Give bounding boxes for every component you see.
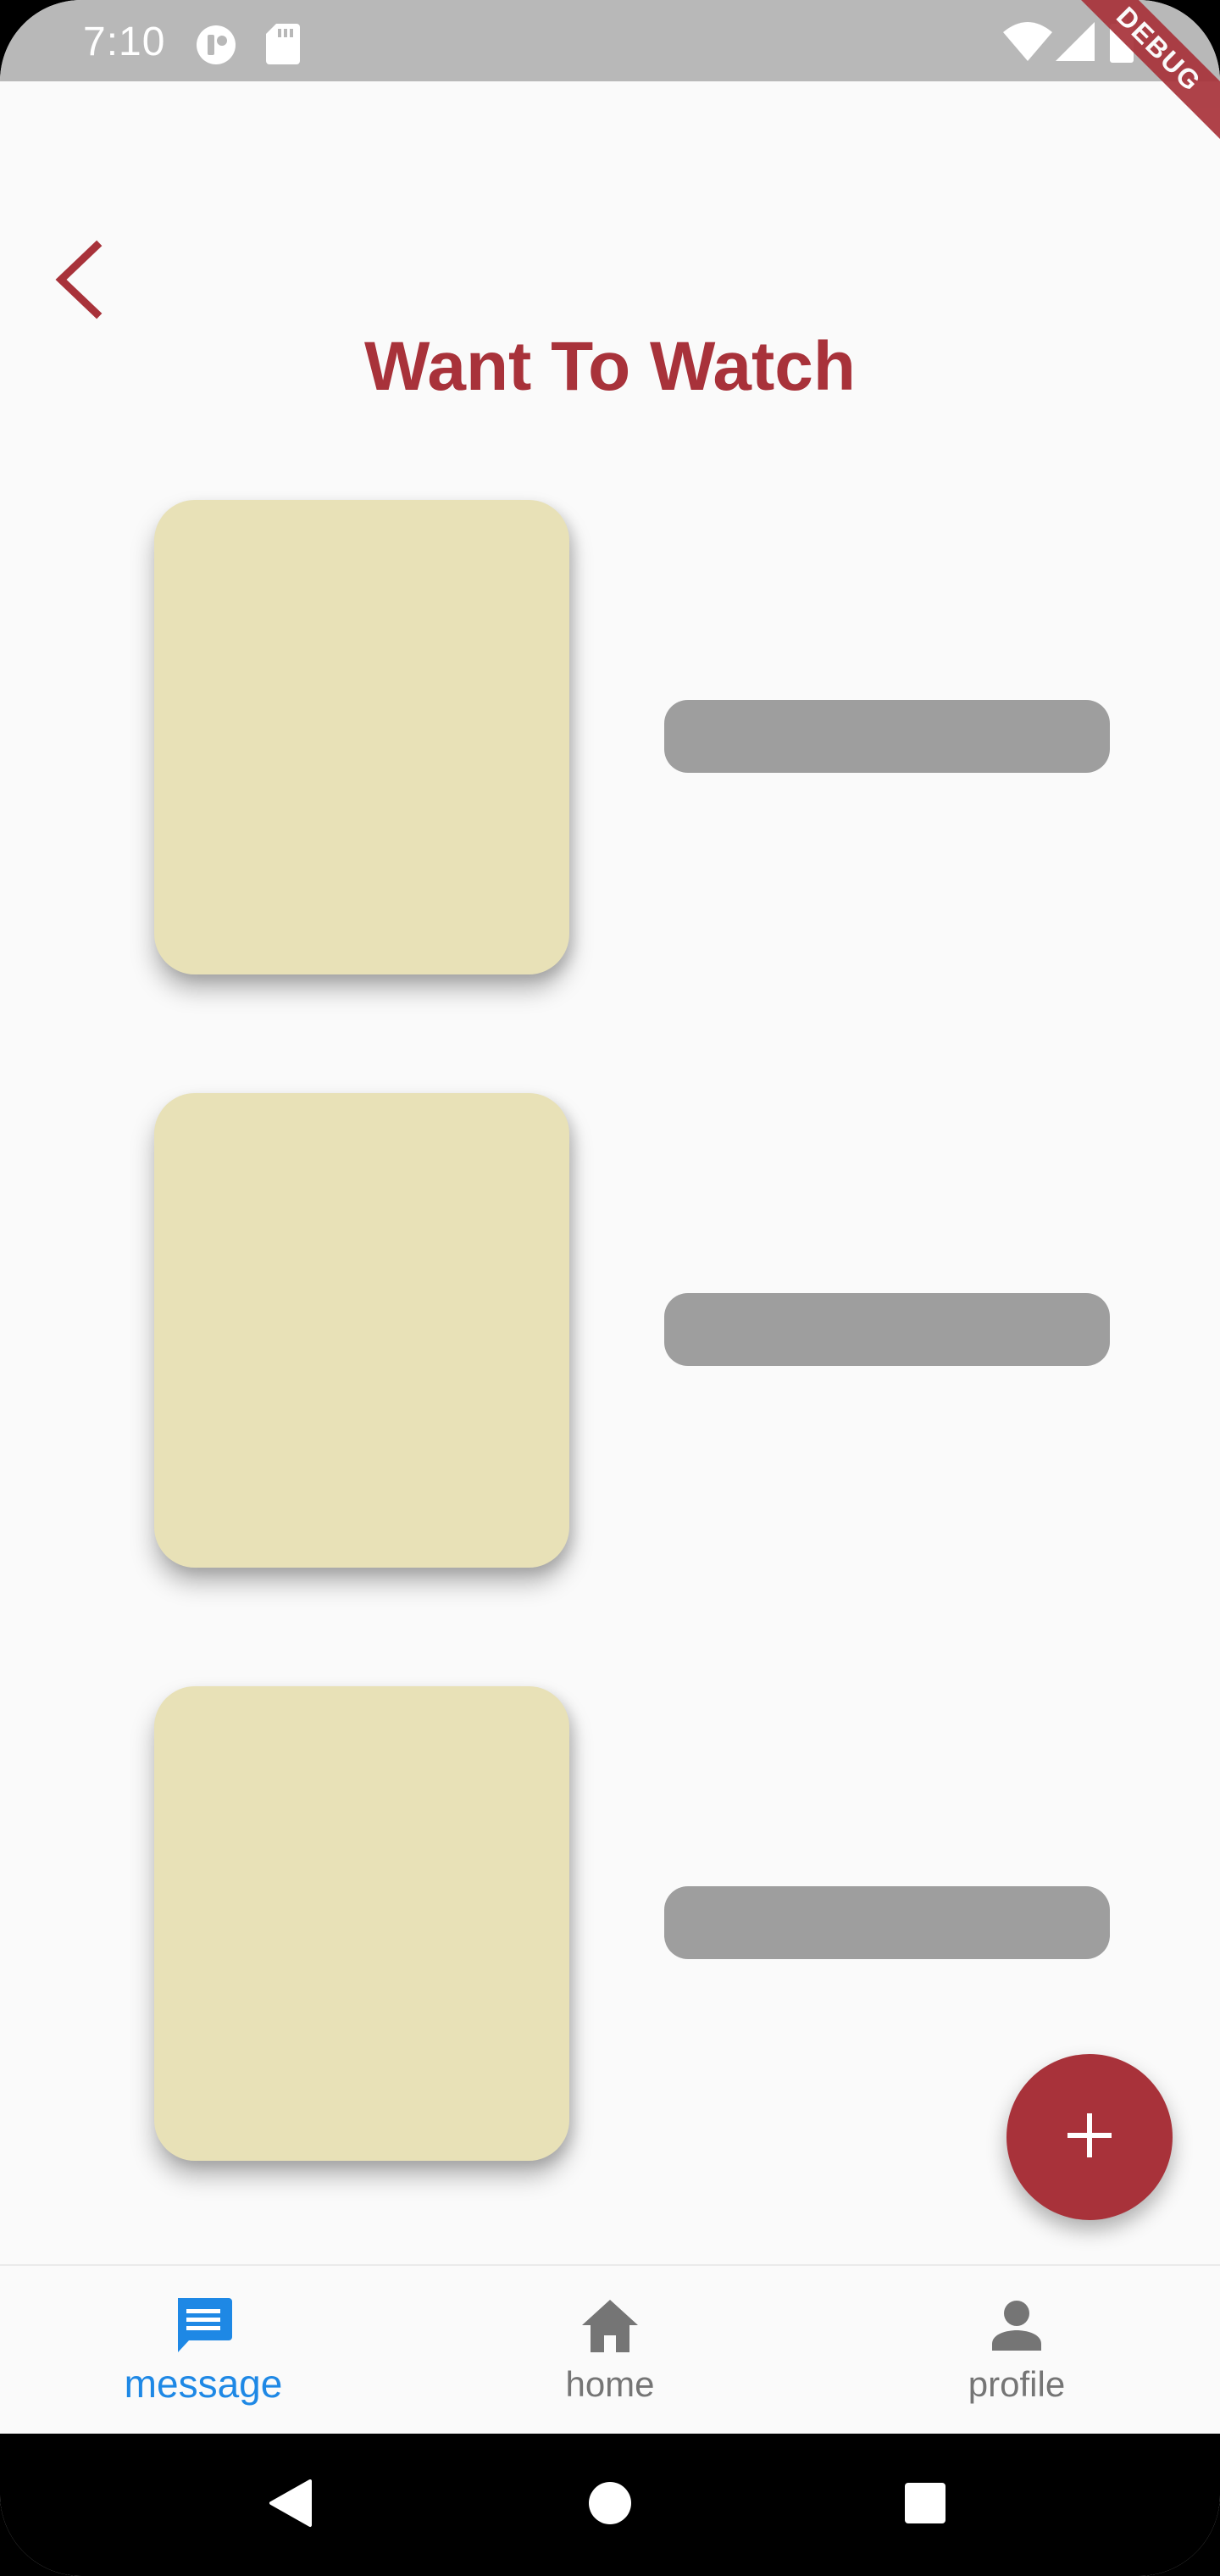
nav-label-message: message xyxy=(124,2362,283,2406)
message-icon xyxy=(172,2295,235,2362)
app-notification-icon xyxy=(195,24,237,70)
nav-label-profile: profile xyxy=(968,2364,1066,2404)
profile-icon xyxy=(985,2295,1048,2362)
list-item[interactable] xyxy=(0,500,1220,974)
status-time: 7:10 xyxy=(83,19,166,64)
list-item[interactable] xyxy=(0,1093,1220,1568)
home-icon xyxy=(579,2295,641,2362)
bottom-navigation-bar: message home profile xyxy=(0,2264,1220,2435)
page-title: Want To Watch xyxy=(364,328,856,405)
back-triangle-icon xyxy=(266,2478,313,2533)
cellular-signal-icon xyxy=(1056,22,1095,65)
movie-poster-card[interactable] xyxy=(154,1686,569,2161)
movie-title-placeholder xyxy=(664,700,1110,773)
system-home-button[interactable] xyxy=(525,2434,695,2576)
nav-item-profile[interactable]: profile xyxy=(813,2266,1220,2435)
recents-square-icon xyxy=(903,2481,947,2529)
home-circle-icon xyxy=(587,2480,633,2530)
movie-title-placeholder xyxy=(664,1293,1110,1366)
movie-poster-card[interactable] xyxy=(154,500,569,974)
list-item[interactable] xyxy=(0,1686,1220,2161)
movie-title-placeholder xyxy=(664,1886,1110,1959)
system-back-button[interactable] xyxy=(205,2434,374,2576)
chevron-left-icon xyxy=(49,240,108,325)
plus-icon xyxy=(1066,2112,1113,2163)
movie-poster-card[interactable] xyxy=(154,1093,569,1568)
back-button[interactable] xyxy=(49,237,108,322)
system-recents-button[interactable] xyxy=(840,2434,1010,2576)
sd-card-icon xyxy=(266,24,300,69)
wifi-icon xyxy=(1003,22,1052,65)
status-bar: 7:10 xyxy=(0,0,1220,81)
system-navigation-bar xyxy=(0,2434,1220,2576)
nav-item-message[interactable]: message xyxy=(0,2266,407,2435)
add-movie-fab[interactable] xyxy=(1006,2054,1173,2220)
nav-item-home[interactable]: home xyxy=(407,2266,813,2435)
nav-label-home: home xyxy=(565,2364,655,2404)
